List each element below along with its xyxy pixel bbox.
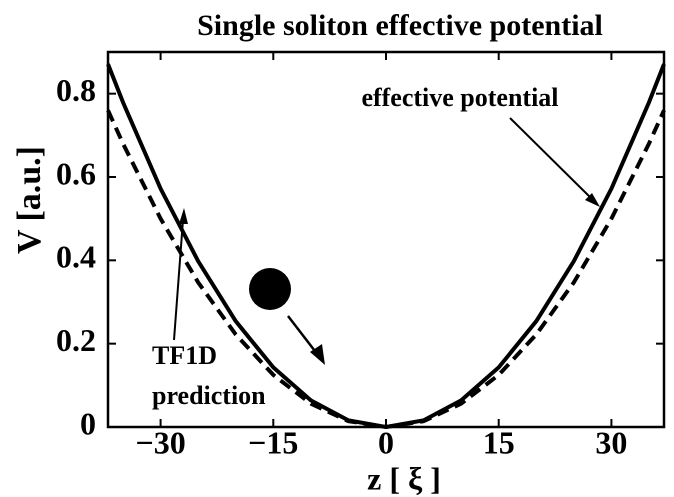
x-tick-label: 0 (378, 424, 394, 460)
y-tick-label: 0.4 (56, 239, 96, 275)
soliton-ball (249, 268, 291, 310)
annotation-arrow (173, 219, 184, 341)
series-line (106, 63, 666, 430)
y-tick-label: 0.6 (56, 155, 96, 191)
annotation: TF1D (152, 341, 217, 370)
annotation: effective potential (361, 83, 558, 112)
annotation-arrow (509, 117, 594, 201)
x-axis-label: z [ ξ ] (367, 460, 441, 496)
x-tick-label: 15 (483, 424, 515, 460)
arrow-head (179, 208, 188, 224)
annotation: prediction (152, 381, 266, 410)
y-tick-label: 0 (80, 405, 96, 441)
y-axis-label: V [a.u.] (11, 146, 48, 254)
series-line (106, 109, 666, 430)
y-tick-label: 0.2 (56, 322, 96, 358)
motion-arrow (287, 315, 319, 356)
y-tick-label: 0.8 (56, 72, 96, 108)
x-tick-label: 30 (595, 424, 627, 460)
x-tick-label: −30 (135, 424, 185, 460)
arrow-head (585, 193, 600, 207)
x-tick-label: −15 (248, 424, 298, 460)
arrow-head (310, 344, 325, 365)
chart-title: Single soliton effective potential (197, 9, 603, 42)
